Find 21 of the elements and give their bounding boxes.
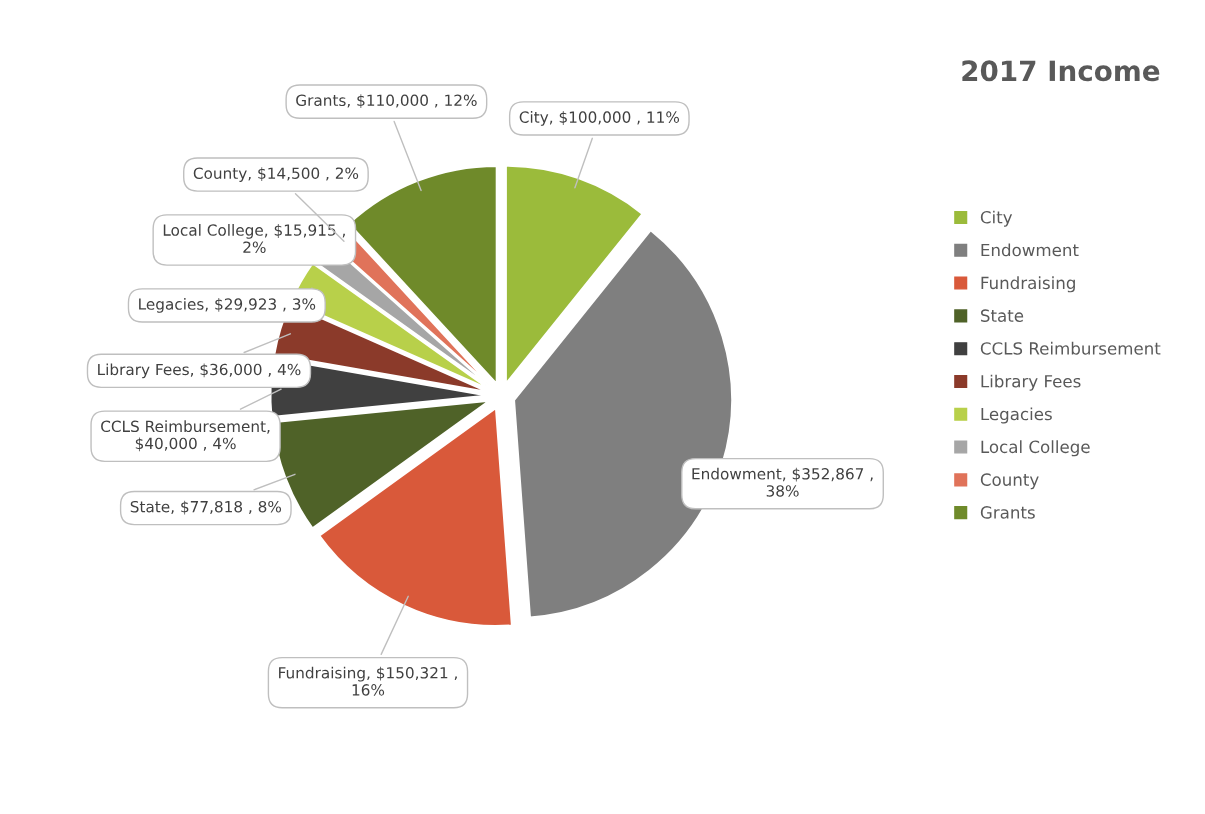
data-label: Endowment, $352,867 , 38% — [692, 467, 873, 497]
legend-label: City — [980, 210, 1013, 227]
legend-label: Local College — [981, 440, 1090, 457]
legend-label: Legacies — [981, 407, 1052, 424]
legend-label: Library Fees — [981, 374, 1081, 391]
legend-label: Endowment — [981, 243, 1079, 257]
data-label: Grants, $110,000 , 12% — [296, 94, 477, 109]
legend-label: State — [981, 309, 1024, 322]
legend-label: Grants — [980, 506, 1035, 519]
data-label: State, $77,818 , 8% — [130, 500, 282, 515]
data-label: Library Fees, $36,000 , 4% — [98, 363, 301, 379]
chart-title: 2017 Income — [962, 60, 1160, 82]
data-label: City, $100,000 , 11% — [519, 111, 680, 126]
data-label: County, $14,500 , 2% — [193, 167, 359, 182]
legend-label: CCLS Reimbursement — [980, 341, 1161, 355]
legend-label: Fundraising — [981, 276, 1075, 293]
data-label: CCLS Reimbursement, $40,000 , 4% — [101, 420, 270, 452]
data-label: Fundraising, $150,321 , 16% — [279, 666, 457, 696]
data-label: Local College, $15,915 , 2% — [163, 224, 345, 253]
data-label: Legacies, $29,923 , 3% — [139, 297, 316, 313]
legend-label: County — [980, 473, 1039, 490]
